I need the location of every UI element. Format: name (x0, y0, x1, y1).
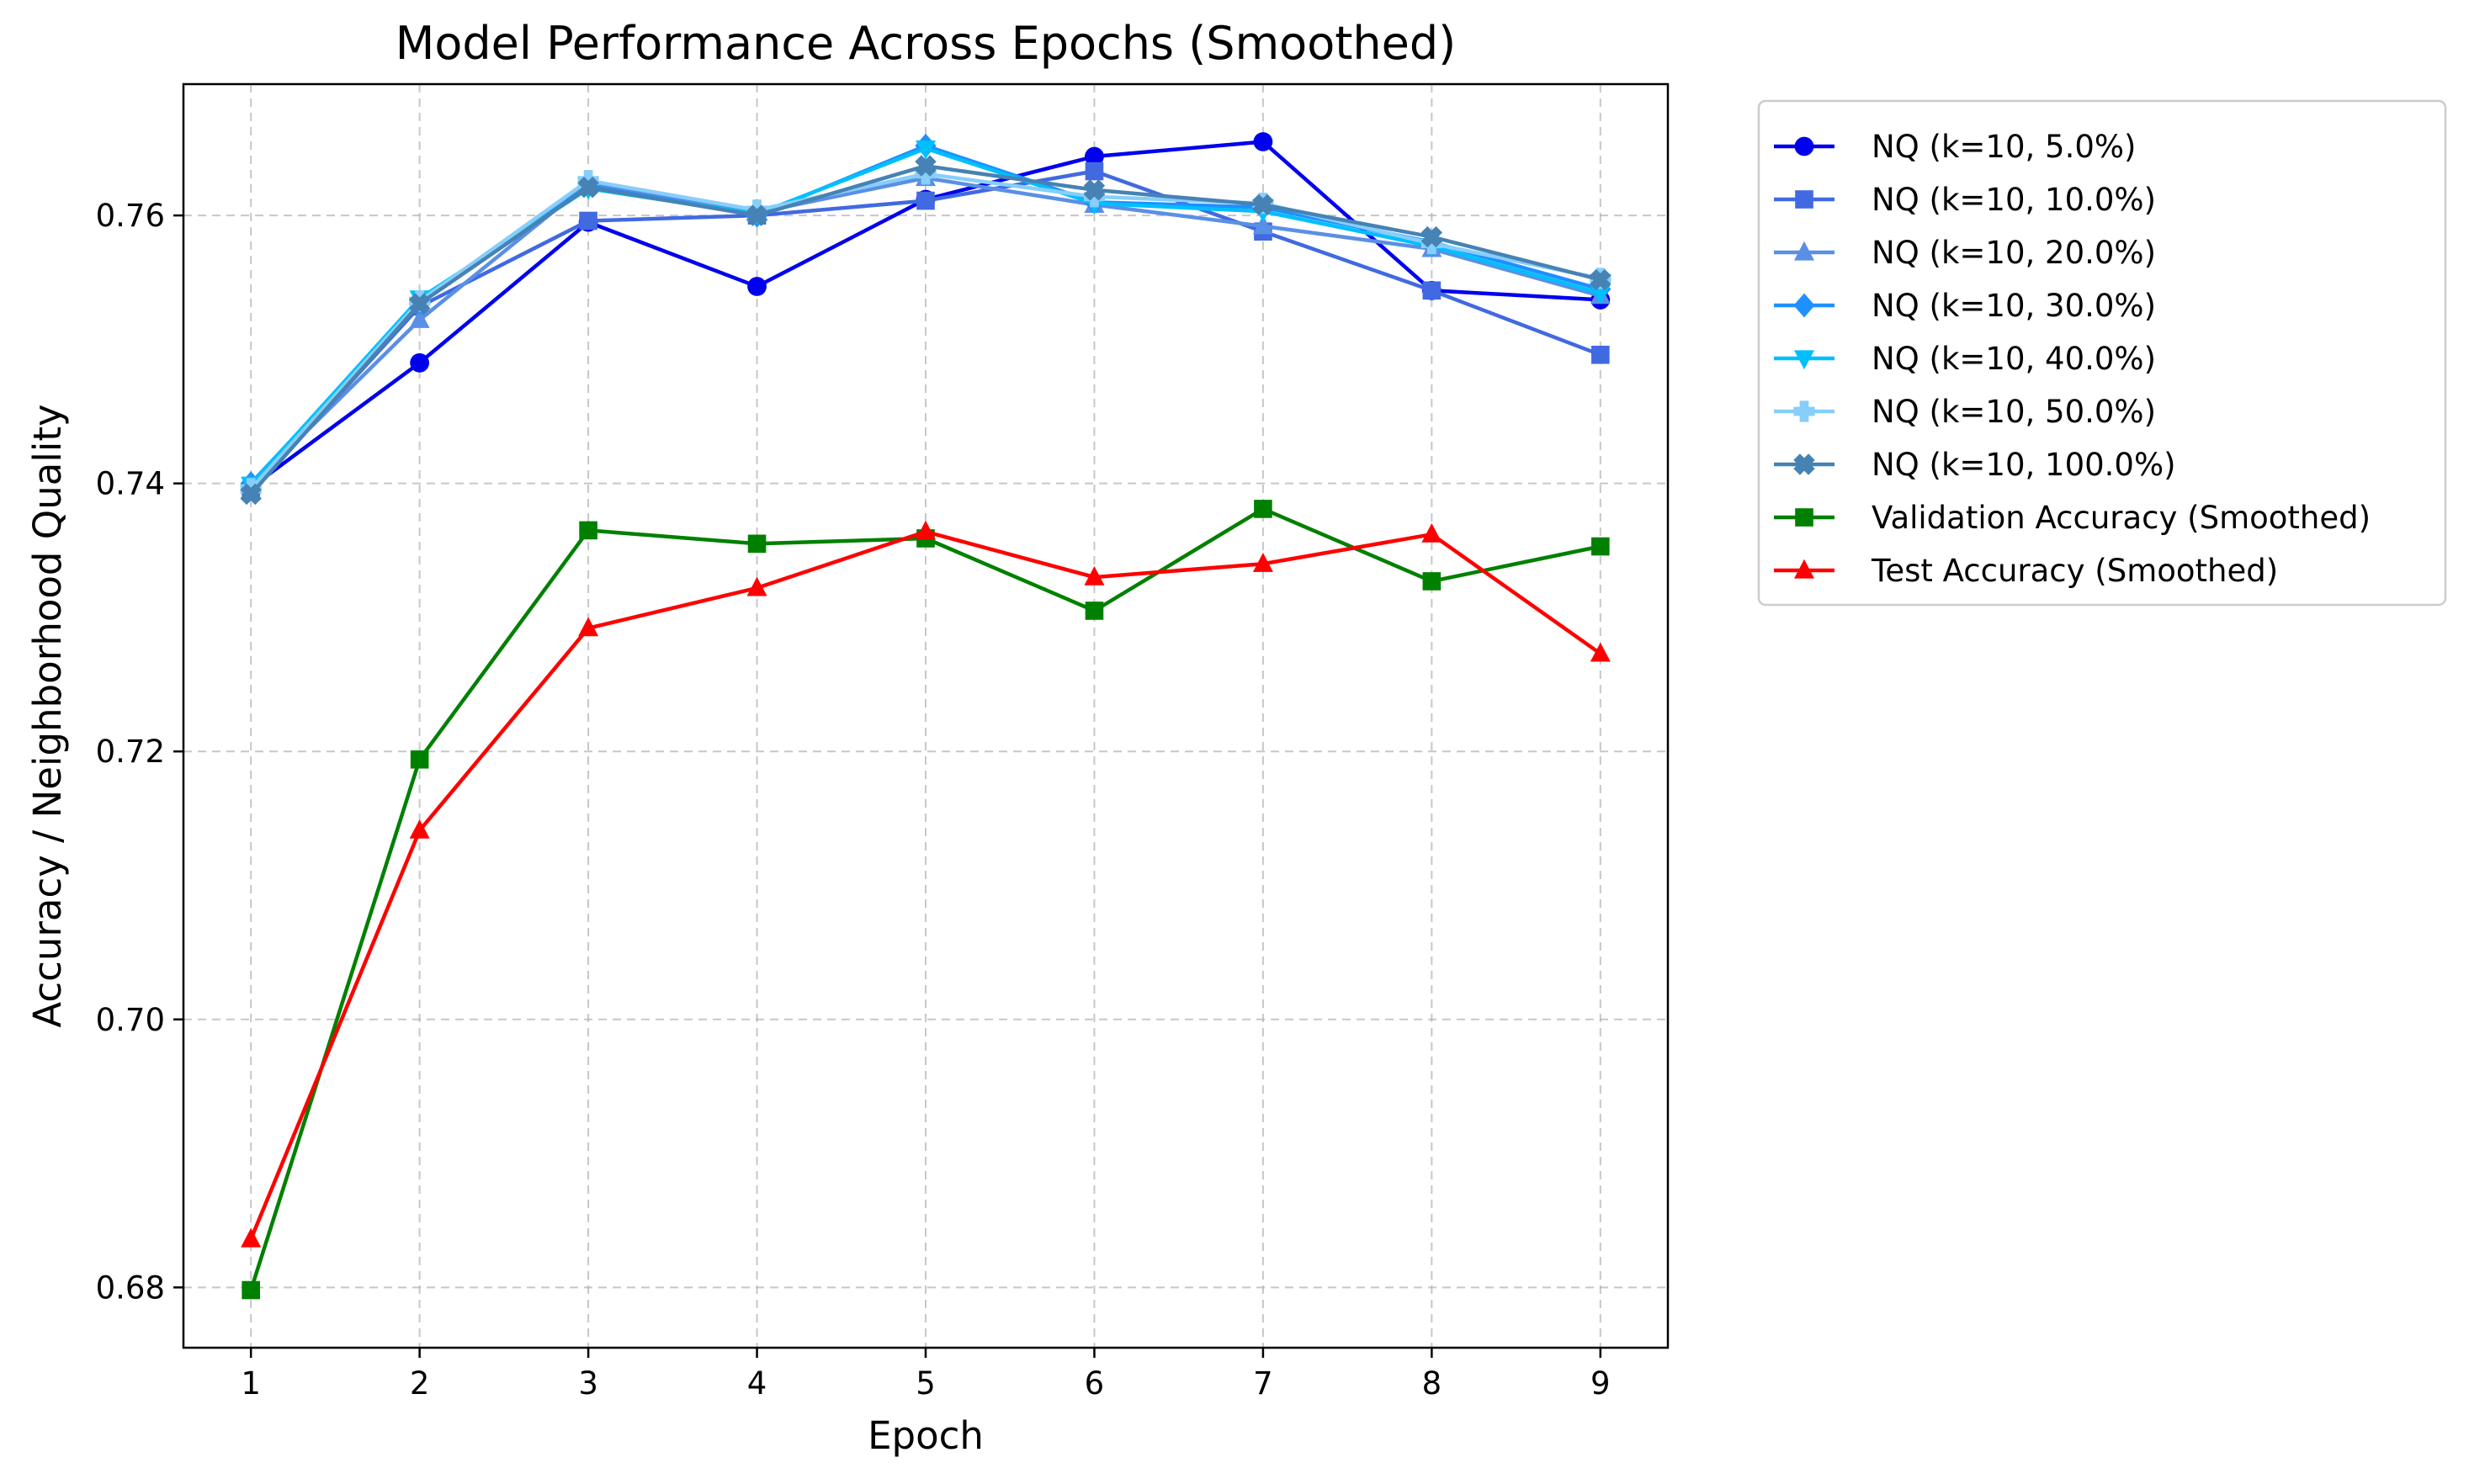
data-point (578, 617, 599, 637)
data-point (240, 483, 262, 506)
data-point (916, 140, 936, 160)
y-tick-label: 0.76 (96, 198, 165, 234)
legend-item: NQ (k=10, 100.0%) (1774, 447, 2176, 483)
x-tick-label: 5 (916, 1365, 936, 1402)
data-point (579, 211, 597, 231)
legend-label: NQ (k=10, 20.0%) (1872, 235, 2156, 271)
y-axis-label: Accuracy / Neighborhood Quality (25, 404, 70, 1027)
series-layer (240, 132, 1611, 1300)
legend-label: NQ (k=10, 30.0%) (1872, 288, 2156, 324)
series-test-accuracy-smoothed (241, 520, 1611, 1248)
data-point (916, 520, 936, 540)
x-axis-label: Epoch (868, 1413, 984, 1458)
data-point (1590, 642, 1611, 662)
y-tick-label: 0.68 (96, 1269, 165, 1306)
legend-marker (1793, 453, 1815, 475)
x-tick-label: 1 (241, 1365, 261, 1402)
legend-marker (1794, 136, 1814, 156)
grid (183, 84, 1668, 1348)
data-point (747, 534, 767, 554)
legend-marker (1795, 190, 1813, 209)
legend-item: NQ (k=10, 10.0%) (1774, 182, 2156, 218)
legend-item: NQ (k=10, 40.0%) (1774, 341, 2156, 377)
data-point (915, 163, 937, 185)
x-tick-label: 2 (410, 1365, 430, 1402)
legend-marker (1793, 293, 1815, 318)
data-point (746, 204, 768, 226)
data-point (1085, 146, 1104, 167)
data-point (409, 819, 430, 839)
data-point (1421, 522, 1442, 543)
data-point (916, 191, 935, 210)
legend-label: NQ (k=10, 5.0%) (1872, 129, 2136, 165)
data-point (1590, 268, 1611, 291)
y-tick-label: 0.72 (96, 734, 165, 770)
legend-marker (1794, 559, 1814, 579)
data-point (577, 176, 599, 199)
data-point (1420, 225, 1443, 248)
data-point (577, 170, 599, 192)
data-point (408, 293, 431, 315)
legend-item: Test Accuracy (Smoothed) (1774, 553, 2278, 589)
data-point (1590, 284, 1611, 305)
data-point (1085, 602, 1104, 620)
data-point (1591, 537, 1610, 556)
legend-label: NQ (k=10, 40.0%) (1872, 341, 2156, 377)
legend-marker (1794, 350, 1814, 370)
data-point (1252, 215, 1273, 235)
data-point (1084, 565, 1105, 586)
data-point (746, 576, 767, 596)
data-point (242, 1280, 260, 1300)
data-point (1252, 193, 1274, 216)
legend-marker (1793, 400, 1815, 422)
data-point (1252, 553, 1273, 572)
data-point (915, 155, 937, 177)
x-tick-label: 9 (1590, 1365, 1611, 1402)
series-nq-k-10-100-0 (240, 155, 1611, 506)
legend-item: NQ (k=10, 50.0%) (1774, 394, 2156, 430)
data-point (1254, 500, 1272, 518)
data-point (410, 352, 430, 373)
legend-label: NQ (k=10, 50.0%) (1872, 394, 2156, 430)
data-point (1083, 186, 1106, 208)
legend-item: Validation Accuracy (Smoothed) (1774, 500, 2371, 536)
data-point (241, 1227, 262, 1248)
y-tick-label: 0.74 (96, 466, 165, 502)
chart-title: Model Performance Across Epochs (Smoothe… (396, 17, 1456, 70)
data-point (1253, 132, 1273, 151)
x-tick-label: 7 (1253, 1365, 1273, 1402)
legend-label: Validation Accuracy (Smoothed) (1872, 500, 2371, 536)
legend-box (1757, 99, 2447, 607)
data-point (410, 750, 429, 769)
y-tick-label: 0.70 (96, 1002, 165, 1038)
legend-label: NQ (k=10, 10.0%) (1872, 182, 2156, 218)
data-point (747, 277, 767, 296)
x-tick-label: 6 (1085, 1365, 1105, 1402)
data-point (1083, 179, 1106, 201)
legend-label: Test Accuracy (Smoothed) (1871, 553, 2278, 589)
data-point (579, 521, 597, 540)
legend-label: NQ (k=10, 100.0%) (1872, 447, 2176, 483)
data-point (409, 309, 430, 328)
axis-ticks: 1 2 3 4 5 6 7 8 9 0.68 0.70 0.72 0.74 0.76 (96, 198, 1611, 1402)
legend-item: NQ (k=10, 30.0%) (1774, 288, 2156, 324)
data-point (1422, 281, 1442, 300)
data-point (1420, 232, 1442, 255)
data-point (1085, 162, 1104, 181)
x-tick-label: 3 (578, 1365, 598, 1402)
x-tick-label: 4 (747, 1365, 767, 1402)
x-tick-label: 8 (1422, 1365, 1442, 1402)
legend: NQ (k=10, 5.0%) NQ (k=10, 10.0%) NQ (k=10,… (1757, 99, 2447, 607)
legend-item: NQ (k=10, 20.0%) (1774, 235, 2156, 271)
legend-marker (1795, 508, 1813, 527)
data-point (1422, 572, 1442, 591)
legend-marker (1794, 241, 1814, 261)
data-point (1591, 345, 1610, 364)
legend-item: NQ (k=10, 5.0%) (1774, 129, 2136, 165)
